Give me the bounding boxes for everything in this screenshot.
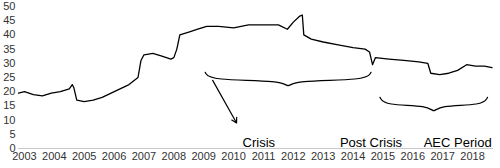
svg-text:2005: 2005: [72, 150, 96, 162]
svg-text:40: 40: [3, 28, 15, 40]
svg-text:2017: 2017: [430, 150, 454, 162]
svg-text:AEC Period: AEC Period: [424, 135, 492, 150]
svg-text:2004: 2004: [42, 150, 66, 162]
svg-text:35: 35: [3, 43, 15, 55]
svg-text:15: 15: [3, 99, 15, 111]
svg-text:2010: 2010: [221, 150, 245, 162]
svg-text:2011: 2011: [252, 150, 276, 162]
svg-text:Post Crisis: Post Crisis: [340, 135, 403, 150]
svg-text:2013: 2013: [311, 150, 335, 162]
svg-text:Crisis: Crisis: [243, 135, 276, 150]
svg-text:2014: 2014: [341, 150, 365, 162]
svg-text:2015: 2015: [371, 150, 395, 162]
svg-text:10: 10: [3, 114, 15, 126]
svg-text:2018: 2018: [460, 150, 484, 162]
svg-text:5: 5: [9, 128, 15, 140]
svg-text:50: 50: [3, 0, 15, 12]
svg-text:25: 25: [3, 71, 15, 83]
svg-text:45: 45: [3, 14, 15, 26]
svg-text:30: 30: [3, 57, 15, 69]
svg-text:2008: 2008: [162, 150, 186, 162]
svg-text:2006: 2006: [102, 150, 126, 162]
svg-text:0: 0: [9, 142, 16, 154]
svg-text:2003: 2003: [12, 150, 36, 162]
svg-text:2009: 2009: [191, 150, 215, 162]
svg-text:2012: 2012: [281, 150, 305, 162]
svg-text:2016: 2016: [401, 150, 425, 162]
svg-text:2007: 2007: [132, 150, 156, 162]
svg-text:20: 20: [3, 85, 15, 97]
